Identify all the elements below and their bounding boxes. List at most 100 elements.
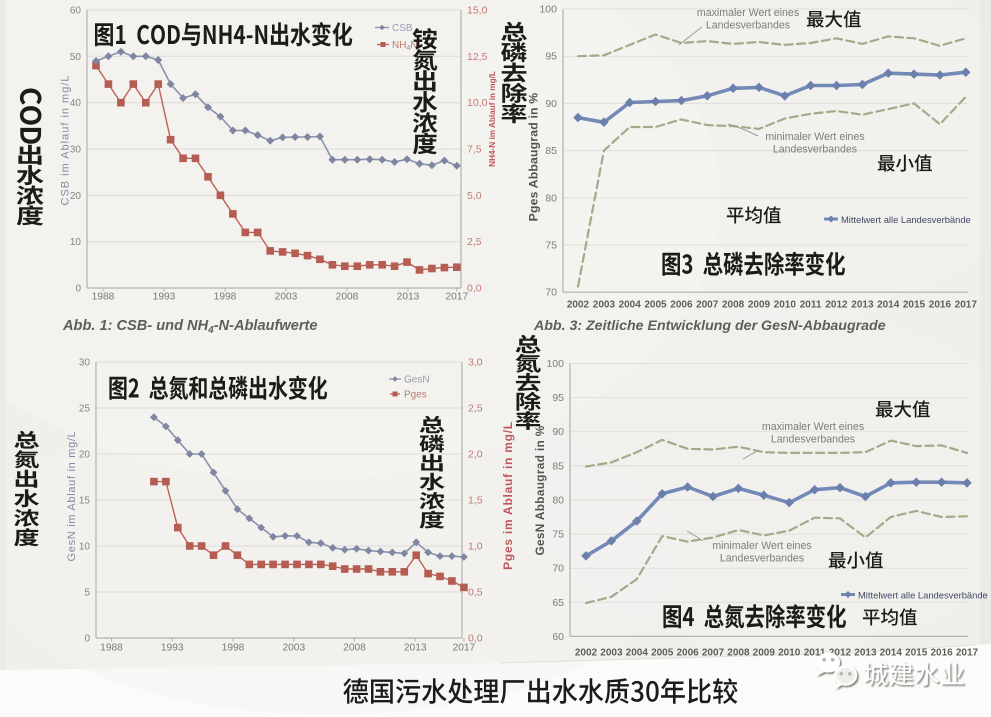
svg-text:2,5: 2,5 [468,403,483,415]
svg-text:0,5: 0,5 [468,587,483,599]
svg-text:2013: 2013 [404,643,427,654]
svg-text:10: 10 [79,542,91,553]
svg-text:2014: 2014 [880,648,903,659]
svg-text:2,5: 2,5 [467,236,482,248]
svg-text:Landesverbandes: Landesverbandes [720,553,804,565]
svg-text:NH4N: NH4N [392,40,418,52]
svg-text:CSB: CSB [392,23,413,34]
svg-text:1988: 1988 [100,643,123,654]
svg-text:minimaler Wert eines: minimaler Wert eines [765,131,864,143]
svg-text:2015: 2015 [903,300,926,311]
svg-text:2004: 2004 [619,300,642,311]
svg-text:2015: 2015 [905,648,928,659]
svg-text:2008: 2008 [722,300,745,311]
svg-text:2013: 2013 [851,300,874,311]
svg-text:95: 95 [545,51,557,63]
svg-text:2006: 2006 [676,648,699,659]
svg-text:2012: 2012 [825,300,848,311]
svg-text:85: 85 [552,460,564,472]
svg-text:65: 65 [552,597,564,609]
svg-text:0,0: 0,0 [468,633,483,645]
svg-text:60: 60 [70,6,82,17]
svg-text:95: 95 [552,392,564,404]
svg-text:Mittelwert alle Landesverbände: Mittelwert alle Landesverbände [858,590,988,601]
svg-text:12,5: 12,5 [467,51,488,63]
svg-text:Pges: Pges [404,390,427,401]
svg-text:1993: 1993 [161,643,184,654]
svg-text:5: 5 [84,588,90,599]
svg-text:2003: 2003 [282,643,305,654]
svg-text:0: 0 [75,284,81,295]
svg-text:1993: 1993 [153,292,176,303]
svg-text:2011: 2011 [800,300,822,311]
svg-text:2017: 2017 [453,643,476,654]
svg-text:maximaler Wert eines: maximaler Wert eines [697,7,799,19]
svg-text:GesN: GesN [404,375,430,386]
svg-text:2017: 2017 [956,648,979,659]
svg-text:75: 75 [552,529,564,541]
svg-text:30: 30 [70,145,82,156]
svg-text:2010: 2010 [774,300,797,311]
svg-text:Pges im Ablauf in mg/L: Pges im Ablauf in mg/L [501,421,515,570]
svg-text:2013: 2013 [397,292,420,303]
svg-text:3,0: 3,0 [468,357,483,369]
svg-text:maximaler Wert eines: maximaler Wert eines [762,421,864,433]
svg-text:GesN Abbaugrad in %: GesN Abbaugrad in % [533,425,547,555]
svg-text:2016: 2016 [929,300,952,311]
svg-text:2008: 2008 [727,648,750,659]
svg-text:Landesverbandes: Landesverbandes [771,434,855,446]
svg-text:80: 80 [545,192,557,204]
svg-text:2007: 2007 [702,648,725,659]
svg-text:2005: 2005 [651,648,674,659]
svg-text:7,5: 7,5 [467,144,482,156]
svg-text:20: 20 [70,191,82,202]
svg-text:2006: 2006 [670,300,693,311]
svg-text:2010: 2010 [778,648,801,659]
svg-text:1998: 1998 [222,643,245,654]
svg-text:10: 10 [70,237,82,248]
svg-text:100: 100 [546,358,564,370]
svg-text:70: 70 [545,287,557,299]
svg-text:2003: 2003 [275,292,298,303]
svg-text:2003: 2003 [593,300,616,311]
svg-text:2002: 2002 [575,648,598,659]
svg-text:GesN im Ablauf in mg/L: GesN im Ablauf in mg/L [66,431,78,562]
svg-text:30: 30 [79,358,91,369]
svg-text:1998: 1998 [214,292,237,303]
svg-text:Abb. 3: Zeitliche Entwicklung: Abb. 3: Zeitliche Entwicklung der GesN-A… [533,318,886,334]
svg-text:2003: 2003 [600,648,623,659]
svg-text:NH4-N im Ablauf in mg/L: NH4-N im Ablauf in mg/L [488,71,497,167]
svg-text:2,0: 2,0 [468,449,483,461]
svg-text:60: 60 [552,631,564,643]
svg-text:70: 70 [552,563,564,575]
svg-text:2017: 2017 [955,300,978,311]
svg-text:2008: 2008 [343,643,366,654]
svg-text:75: 75 [545,240,557,252]
svg-text:2009: 2009 [748,300,771,311]
svg-text:2013: 2013 [854,648,877,659]
svg-text:Landesverbandes: Landesverbandes [706,20,790,32]
svg-text:0,0: 0,0 [467,283,482,295]
svg-text:85: 85 [545,145,557,157]
svg-text:1988: 1988 [92,292,115,303]
svg-text:2011: 2011 [804,648,826,659]
svg-text:Landesverbandes: Landesverbandes [773,144,857,156]
svg-text:15: 15 [79,496,91,507]
svg-text:2014: 2014 [877,300,900,311]
svg-text:2008: 2008 [336,292,359,303]
svg-text:50: 50 [70,52,82,63]
svg-text:2005: 2005 [644,300,667,311]
svg-text:15,0: 15,0 [467,5,488,17]
svg-text:Pges Abbaugrad in %: Pges Abbaugrad in % [527,93,541,222]
svg-text:20: 20 [79,450,91,461]
svg-text:80: 80 [552,494,564,506]
svg-text:Abb. 1: CSB- und NH4-N-Ablaufw: Abb. 1: CSB- und NH4-N-Ablaufwerte [62,318,317,336]
svg-text:2009: 2009 [753,648,776,659]
svg-text:CSB im Ablauf in mg/L: CSB im Ablauf in mg/L [60,74,72,205]
svg-text:2012: 2012 [829,648,852,659]
svg-text:90: 90 [545,98,557,110]
svg-text:25: 25 [79,404,91,415]
svg-text:0: 0 [84,634,90,645]
svg-text:100: 100 [539,4,557,16]
svg-text:2002: 2002 [567,300,590,311]
